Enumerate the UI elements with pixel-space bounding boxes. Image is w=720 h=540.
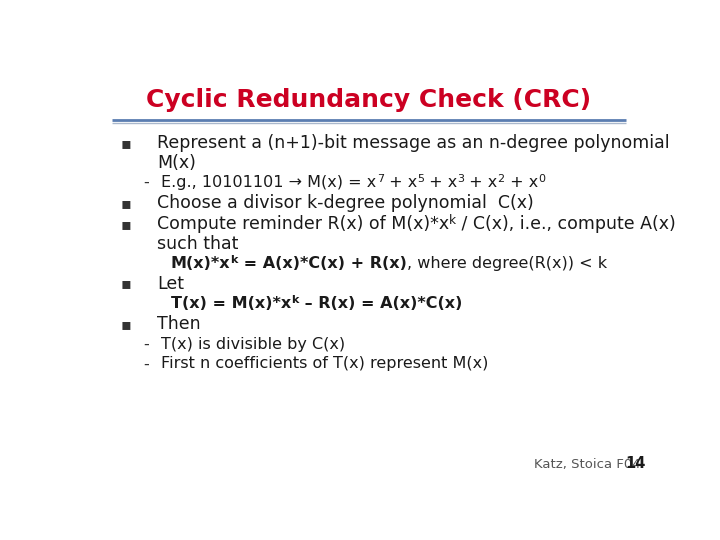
Text: k: k (291, 295, 299, 305)
Text: = A(x)*C(x) + R(x): = A(x)*C(x) + R(x) (238, 256, 407, 271)
Text: T(x) = M(x)*x: T(x) = M(x)*x (171, 296, 291, 311)
Text: ▪: ▪ (121, 196, 132, 211)
Text: -: - (143, 337, 149, 352)
Text: 2: 2 (498, 174, 505, 184)
Text: , where degree(R(x)) < k: , where degree(R(x)) < k (407, 256, 607, 271)
Text: ▪: ▪ (121, 217, 132, 232)
Text: M(x)*x: M(x)*x (171, 256, 230, 271)
Text: Choose a divisor k-degree polynomial  C(x): Choose a divisor k-degree polynomial C(x… (157, 194, 534, 212)
Text: – R(x) = A(x)*C(x): – R(x) = A(x)*C(x) (299, 296, 462, 311)
Text: Compute reminder R(x) of M(x)*x: Compute reminder R(x) of M(x)*x (157, 215, 449, 233)
Text: Represent a (n+1)-bit message as an n-degree polynomial: Represent a (n+1)-bit message as an n-de… (157, 134, 670, 152)
Text: E.g., 10101101 → M(x) = x: E.g., 10101101 → M(x) = x (161, 175, 377, 190)
Text: -: - (143, 175, 149, 190)
Text: + x: + x (464, 175, 498, 190)
Text: 0: 0 (538, 174, 545, 184)
Text: Let: Let (157, 274, 184, 293)
Text: k: k (230, 255, 238, 265)
Text: Katz, Stoica F04: Katz, Stoica F04 (534, 458, 640, 471)
Text: + x: + x (384, 175, 417, 190)
Text: k: k (449, 214, 456, 227)
Text: 14: 14 (626, 456, 646, 471)
Text: Then: Then (157, 315, 201, 333)
Text: Cyclic Redundancy Check (CRC): Cyclic Redundancy Check (CRC) (146, 87, 592, 112)
Text: T(x) is divisible by C(x): T(x) is divisible by C(x) (161, 337, 346, 352)
Text: 7: 7 (377, 174, 384, 184)
Text: 3: 3 (457, 174, 464, 184)
Text: such that: such that (157, 234, 238, 253)
Text: -: - (143, 356, 149, 372)
Text: ▪: ▪ (121, 317, 132, 332)
Text: First n coefficients of T(x) represent M(x): First n coefficients of T(x) represent M… (161, 356, 489, 372)
Text: M(x): M(x) (157, 154, 196, 172)
Text: ▪: ▪ (121, 276, 132, 292)
Text: + x: + x (505, 175, 538, 190)
Text: ▪: ▪ (121, 136, 132, 151)
Text: + x: + x (424, 175, 457, 190)
Text: 5: 5 (417, 174, 424, 184)
Text: / C(x), i.e., compute A(x): / C(x), i.e., compute A(x) (456, 215, 676, 233)
